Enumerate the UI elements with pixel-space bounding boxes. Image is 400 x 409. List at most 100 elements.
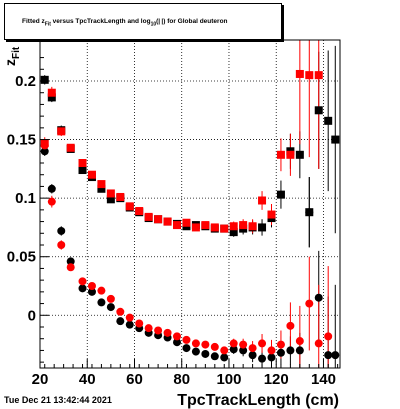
square-marker (210, 223, 219, 232)
circle-marker (229, 339, 238, 348)
circle-marker (87, 287, 96, 296)
circle-marker (239, 340, 248, 349)
grid-lines (39, 40, 340, 368)
square-marker (106, 195, 115, 204)
circle-marker (276, 340, 285, 349)
circle-marker (97, 298, 106, 307)
circle-marker (191, 339, 200, 348)
x-tick-label: 100 (216, 371, 241, 388)
square-marker (314, 106, 323, 115)
x-tick-label: 80 (173, 371, 190, 388)
title-suffix: (| |) for Global deuteron (156, 18, 228, 25)
circle-marker (314, 293, 323, 302)
square-marker (97, 184, 106, 193)
circle-marker (305, 208, 314, 217)
circle-marker (173, 332, 182, 341)
circle-marker (144, 324, 153, 333)
square-marker (66, 143, 75, 152)
circle-marker (258, 354, 267, 363)
circle-marker (40, 141, 49, 150)
circle-marker (331, 351, 340, 360)
square-marker (57, 127, 66, 136)
x-axis-label: TpcTrackLength (cm) (177, 392, 339, 409)
square-marker (97, 180, 106, 189)
circle-marker (229, 345, 238, 354)
square-marker (276, 190, 285, 199)
y-axis-label: zFit (2, 46, 22, 66)
circle-marker (267, 346, 276, 355)
x-tick-label: 20 (32, 371, 49, 388)
y-tick-label: 0 (28, 307, 36, 324)
square-marker (116, 192, 125, 201)
circle-marker (40, 147, 49, 156)
circle-marker (125, 313, 134, 322)
circle-marker (47, 197, 56, 206)
circle-marker (305, 299, 314, 308)
square-marker (295, 69, 304, 78)
square-marker (144, 212, 153, 221)
circle-marker (210, 342, 219, 351)
title-sub-fit: Fit (44, 21, 51, 28)
circle-marker (220, 346, 229, 355)
y-tick-label: 0.1 (15, 190, 36, 207)
square-marker (135, 207, 144, 216)
plot-frame (39, 39, 341, 369)
data-markers (40, 69, 340, 363)
circle-marker (125, 320, 134, 329)
circle-marker (182, 335, 191, 344)
circle-marker (154, 326, 163, 335)
circle-marker (324, 332, 333, 341)
axis-ticks: 20 40 60 80 100 120 140 0 0.05 0.1 0.15 0.2 (7, 57, 339, 388)
circle-marker (295, 337, 304, 346)
title-sub-10: 10 (150, 21, 157, 28)
square-marker (239, 221, 248, 230)
square-marker (314, 71, 323, 80)
square-marker (78, 159, 87, 167)
circle-marker (66, 257, 75, 266)
square-marker (229, 222, 238, 231)
square-marker (286, 150, 295, 159)
circle-marker (78, 284, 87, 293)
circle-marker (78, 277, 87, 286)
circle-marker (239, 346, 248, 355)
circle-marker (276, 348, 285, 357)
circle-marker (201, 349, 210, 358)
y-tick-label: 0.2 (15, 73, 36, 90)
circle-marker (258, 339, 267, 348)
square-marker (324, 116, 333, 125)
circle-marker (106, 303, 115, 312)
title-box: Fitted zFit versus TpcTrackLength and lo… (4, 3, 282, 40)
square-marker (191, 223, 200, 232)
square-marker (258, 223, 267, 232)
x-tick-label: 60 (126, 371, 143, 388)
x-tick-label: 40 (79, 371, 96, 388)
circle-marker (182, 344, 191, 353)
square-marker (173, 221, 182, 230)
timestamp-footer: Tue Dec 21 13:42:44 2021 (4, 395, 112, 405)
circle-marker (267, 353, 276, 362)
x-tick-label: 140 (311, 371, 336, 388)
circle-marker (135, 319, 144, 328)
circle-marker (220, 353, 229, 362)
square-marker (267, 210, 276, 219)
circle-marker (314, 339, 323, 348)
square-marker (47, 93, 56, 102)
square-marker (87, 170, 96, 179)
circle-marker (286, 321, 295, 330)
circle-marker (163, 328, 172, 337)
square-marker (295, 150, 304, 159)
circle-marker (173, 338, 182, 347)
square-marker (331, 135, 340, 144)
circle-marker (248, 351, 257, 360)
circle-marker (66, 263, 75, 272)
square-marker (106, 189, 115, 198)
circle-marker (116, 307, 125, 316)
square-marker (276, 150, 285, 159)
circle-marker (106, 294, 115, 303)
square-marker (201, 221, 210, 230)
circle-marker (248, 344, 257, 353)
error-bars (44, 40, 336, 368)
circle-marker (116, 317, 125, 326)
